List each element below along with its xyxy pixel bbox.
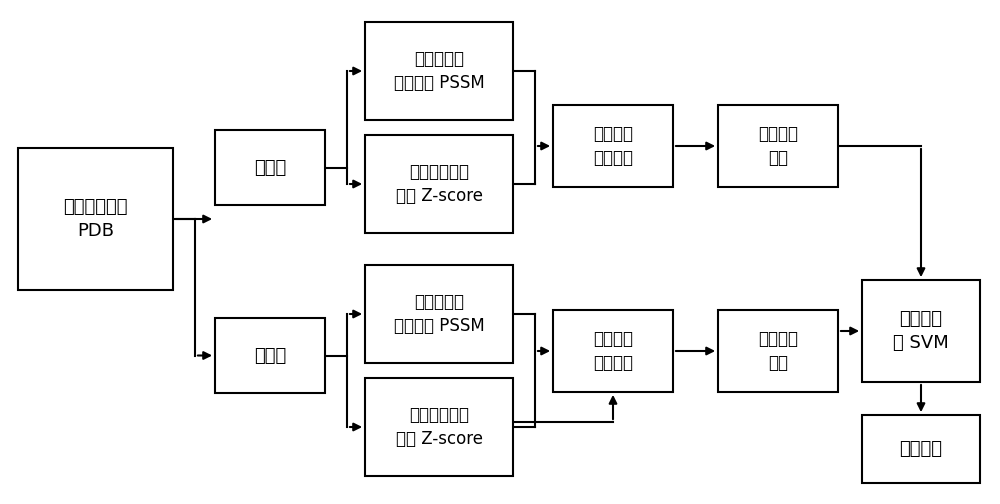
- Text: 氨基酸碳原子
坐标 Z-score: 氨基酸碳原子 坐标 Z-score: [396, 163, 482, 205]
- Bar: [18, 148, 173, 290]
- Text: 测试集: 测试集: [254, 347, 286, 364]
- Text: 预测结果: 预测结果: [900, 440, 942, 458]
- Bar: [365, 378, 513, 476]
- Bar: [365, 22, 513, 120]
- Text: 滑动窗口
提取特征: 滑动窗口 提取特征: [593, 330, 633, 372]
- Text: 位置特异性
打分矩阵 PSSM: 位置特异性 打分矩阵 PSSM: [394, 50, 484, 92]
- Text: 位置特异性
打分矩阵 PSSM: 位置特异性 打分矩阵 PSSM: [394, 293, 484, 335]
- Bar: [718, 105, 838, 187]
- Bar: [553, 310, 673, 392]
- Bar: [365, 135, 513, 233]
- Text: 稀疏编码
技术: 稀疏编码 技术: [758, 125, 798, 167]
- Bar: [365, 265, 513, 363]
- Text: 训练集: 训练集: [254, 158, 286, 176]
- Bar: [862, 415, 980, 483]
- Text: 氨基酸碳原子
坐标 Z-score: 氨基酸碳原子 坐标 Z-score: [396, 406, 482, 448]
- Text: 稀疏编码
技术: 稀疏编码 技术: [758, 330, 798, 372]
- Bar: [215, 318, 325, 393]
- Bar: [862, 280, 980, 382]
- Bar: [215, 130, 325, 205]
- Bar: [718, 310, 838, 392]
- Text: 支持向量
机 SVM: 支持向量 机 SVM: [893, 310, 949, 352]
- Text: 滑动窗口
提取特征: 滑动窗口 提取特征: [593, 125, 633, 167]
- Bar: [553, 105, 673, 187]
- Text: 蛋白质数据库
PDB: 蛋白质数据库 PDB: [63, 198, 128, 240]
